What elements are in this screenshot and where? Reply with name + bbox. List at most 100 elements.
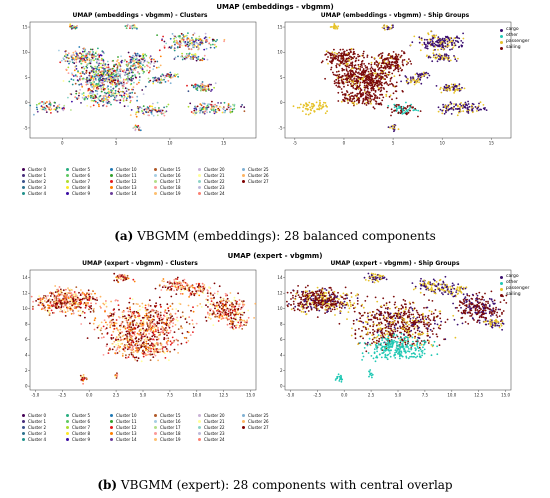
scatter-point <box>461 41 464 44</box>
scatter-point <box>194 45 196 47</box>
scatter-point <box>164 111 167 113</box>
scatter-point <box>59 293 61 296</box>
scatter-point <box>471 108 474 111</box>
scatter-point <box>444 35 447 38</box>
scatter-point <box>91 57 94 59</box>
scatter-point <box>75 68 78 70</box>
scatter-point <box>458 107 461 110</box>
scatter-point <box>133 356 136 359</box>
scatter-point <box>391 72 394 75</box>
scatter-point <box>94 52 97 54</box>
scatter-point <box>138 59 141 61</box>
scatter-point <box>117 304 120 306</box>
scatter-point <box>150 58 153 61</box>
scatter-point <box>176 316 179 319</box>
scatter-point <box>117 92 119 95</box>
scatter-point <box>187 304 190 307</box>
scatter-point <box>358 73 361 75</box>
scatter-point <box>95 297 98 299</box>
scatter-point <box>35 300 37 302</box>
scatter-point <box>179 37 181 39</box>
scatter-point <box>106 332 109 334</box>
scatter-point <box>351 101 354 104</box>
scatter-point <box>156 321 159 323</box>
scatter-point <box>359 84 361 87</box>
scatter-point <box>132 340 134 343</box>
scatter-point <box>32 305 34 308</box>
scatter-point <box>115 349 118 352</box>
scatter-point <box>419 49 422 52</box>
scatter-point <box>160 331 162 334</box>
scatter-point <box>97 72 100 75</box>
scatter-point <box>147 77 150 80</box>
scatter-point <box>147 304 150 307</box>
scatter-point <box>384 28 386 31</box>
scatter-point <box>66 310 69 312</box>
scatter-point <box>346 49 348 52</box>
scatter-point <box>130 109 133 111</box>
scatter-point <box>462 32 464 35</box>
scatter-point <box>126 341 129 343</box>
x-tick-label: 0 <box>343 141 346 146</box>
scatter-point <box>132 77 134 80</box>
scatter-point <box>333 52 336 54</box>
scatter-point <box>141 68 144 71</box>
scatter-point <box>213 39 216 42</box>
scatter-point <box>421 72 423 75</box>
scatter-point <box>388 28 391 30</box>
scatter-point <box>432 56 435 58</box>
y-tick-label: 15 <box>22 24 28 29</box>
scatter-point <box>94 298 97 301</box>
scatter-point <box>118 88 121 91</box>
scatter-point <box>92 289 94 292</box>
scatter-point <box>212 324 215 326</box>
scatter-point <box>453 92 455 94</box>
scatter-point <box>387 105 390 107</box>
scatter-point <box>152 330 155 333</box>
scatter-point <box>71 54 73 57</box>
scatter-point <box>358 65 360 68</box>
scatter-point <box>417 75 420 78</box>
scatter-point <box>456 105 459 108</box>
scatter-point <box>191 319 194 322</box>
scatter-point <box>340 100 343 103</box>
scatter-point <box>336 77 339 79</box>
scatter-point <box>397 104 400 106</box>
scatter-point <box>123 82 126 85</box>
scatter-point <box>143 329 146 332</box>
scatter-point <box>169 76 171 78</box>
scatter-point <box>197 44 199 47</box>
scatter-point <box>159 311 162 314</box>
scatter-point <box>44 107 47 110</box>
scatter-point <box>390 114 392 117</box>
scatter-point <box>382 70 384 73</box>
scatter-point <box>160 112 163 114</box>
scatter-point <box>88 293 90 296</box>
scatter-point <box>143 331 145 334</box>
scatter-point <box>125 354 127 357</box>
scatter-point <box>115 96 117 99</box>
scatter-point <box>122 87 124 89</box>
scatter-point <box>137 124 140 127</box>
scatter-point <box>139 65 142 68</box>
x-tick-label: -5.0 <box>31 393 39 398</box>
scatter-point <box>80 57 83 60</box>
scatter-point <box>66 301 69 303</box>
scatter-point <box>363 73 365 76</box>
scatter-point <box>209 111 211 113</box>
scatter-point <box>119 328 122 331</box>
scatter-point <box>186 41 189 44</box>
scatter-point <box>397 68 400 71</box>
cluster-legend-item: Cluster 13 <box>110 184 154 190</box>
scatter-point <box>116 66 119 69</box>
scatter-point <box>131 298 134 301</box>
scatter-point <box>193 41 196 43</box>
scatter-point <box>174 56 177 59</box>
scatter-point <box>241 314 244 316</box>
scatter-point <box>449 89 452 91</box>
scatter-point <box>400 109 403 112</box>
scatter-point <box>72 294 75 297</box>
scatter-point <box>376 61 378 63</box>
shipgroup-legend-item: cargo <box>500 27 529 33</box>
scatter-point <box>357 67 360 70</box>
